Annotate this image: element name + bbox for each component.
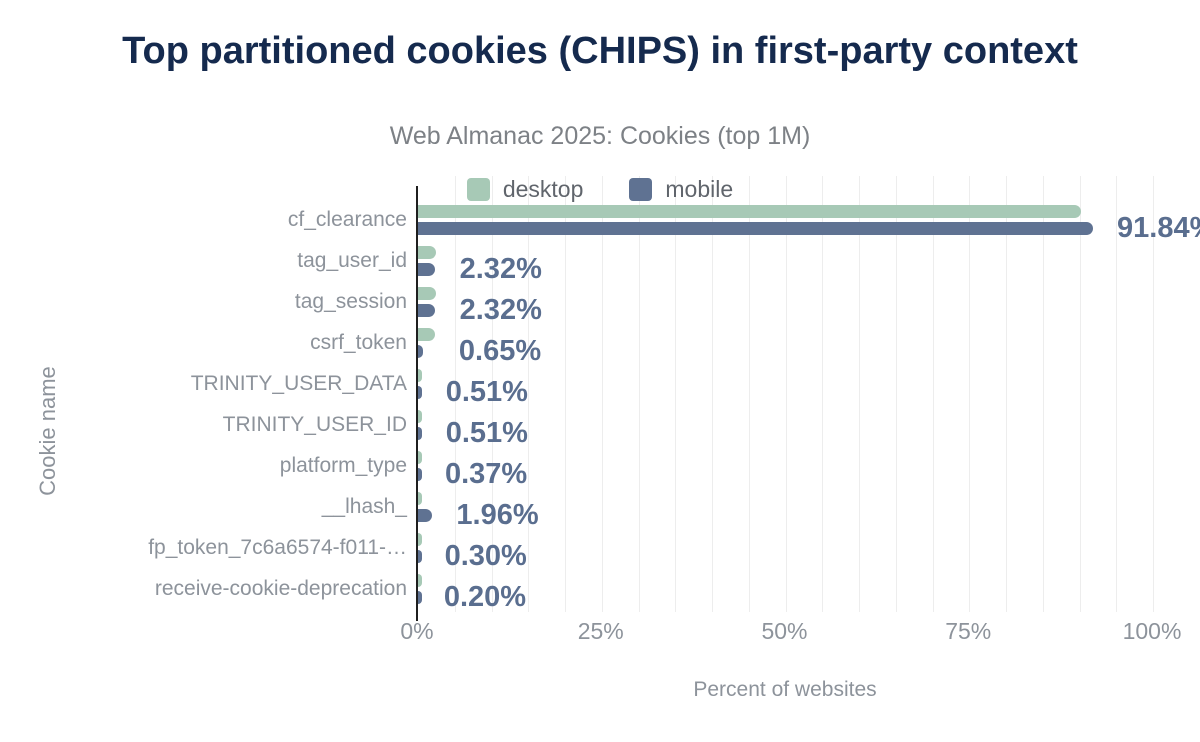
bar-value-label: 0.30% xyxy=(444,539,527,572)
gridline xyxy=(1153,176,1154,612)
gridline xyxy=(528,176,530,612)
gridline xyxy=(785,176,787,612)
gridline xyxy=(932,176,934,612)
gridline xyxy=(675,176,677,612)
bar-value-label: 0.51% xyxy=(445,375,528,408)
y-tick-label: receive-cookie-deprecation xyxy=(154,577,407,600)
legend-item-desktop: desktop xyxy=(466,176,584,203)
bar-desktop xyxy=(418,573,422,587)
y-tick-label: fp_token_7c6a6574-f011-… xyxy=(148,536,407,559)
y-tick-label: csrf_token xyxy=(310,331,407,354)
x-tick-label: 100% xyxy=(1122,618,1182,644)
legend-label-desktop: desktop xyxy=(502,176,584,202)
gridline xyxy=(1079,176,1081,612)
gridline xyxy=(601,176,603,612)
bar-desktop xyxy=(418,368,422,382)
x-tick-label: 75% xyxy=(945,618,992,644)
bar-desktop xyxy=(418,204,1081,218)
bar-value-label: 0.20% xyxy=(443,580,527,613)
y-axis-line xyxy=(416,186,418,612)
bar-mobile xyxy=(418,426,422,440)
bar-value-label: 2.32% xyxy=(459,293,542,326)
gridline xyxy=(454,176,456,612)
bar-desktop xyxy=(418,245,436,259)
bar-value-label: 1.96% xyxy=(456,498,539,531)
bar-desktop xyxy=(418,532,422,546)
gridline xyxy=(748,176,750,612)
legend-item-mobile: mobile xyxy=(629,176,733,203)
y-tick-label: cf_clearance xyxy=(287,208,407,231)
bar-mobile xyxy=(418,508,433,522)
bar-desktop xyxy=(418,327,435,341)
x-tick-label: 0% xyxy=(400,618,434,644)
chart-subtitle: Web Almanac 2025: Cookies (top 1M) xyxy=(389,122,811,150)
gridline xyxy=(491,176,493,612)
legend-label-mobile: mobile xyxy=(665,176,734,202)
gridline xyxy=(969,176,971,612)
gridline xyxy=(1116,176,1118,612)
bar-desktop xyxy=(418,491,422,505)
bar-mobile xyxy=(418,590,422,604)
bar-mobile xyxy=(418,467,422,481)
bar-mobile xyxy=(418,385,422,399)
gridline xyxy=(859,176,860,612)
y-tick-label: TRINITY_USER_DATA xyxy=(190,372,407,395)
bar-mobile xyxy=(418,303,436,317)
gridline xyxy=(822,176,824,612)
gridline xyxy=(1006,176,1007,612)
y-tick-label: TRINITY_USER_ID xyxy=(222,413,407,436)
desktop-swatch-icon xyxy=(466,178,490,201)
gridline xyxy=(895,176,897,612)
x-axis-title: Percent of websites xyxy=(693,678,877,701)
bar-desktop xyxy=(418,450,422,464)
x-tick-label: 25% xyxy=(577,618,624,644)
chart-title: Top partitioned cookies (CHIPS) in first… xyxy=(122,30,1078,72)
bar-mobile xyxy=(418,221,1094,235)
x-tick-label: 50% xyxy=(761,618,808,644)
gridline xyxy=(638,176,640,612)
bar-value-label: 0.65% xyxy=(458,334,542,367)
bar-value-label: 0.51% xyxy=(445,416,528,449)
y-tick-label: tag_user_id xyxy=(297,249,407,272)
legend: desktop mobile xyxy=(0,176,1200,203)
y-axis-title: Cookie name xyxy=(35,366,60,496)
x-axis-zero-tick xyxy=(416,612,418,621)
bar-desktop xyxy=(418,286,436,300)
bar-mobile xyxy=(418,344,423,358)
y-tick-label: tag_session xyxy=(294,290,407,313)
bar-value-label: 0.37% xyxy=(444,457,528,490)
gridline xyxy=(712,176,713,612)
bar-value-label: 91.84% xyxy=(1117,211,1200,244)
gridline xyxy=(1042,176,1044,612)
bar-desktop xyxy=(418,409,422,423)
y-tick-label: __lhash_ xyxy=(321,495,407,518)
y-tick-label: platform_type xyxy=(279,454,407,477)
gridline xyxy=(565,176,566,612)
bar-mobile xyxy=(418,549,422,563)
mobile-swatch-icon xyxy=(629,178,653,201)
bar-mobile xyxy=(418,262,436,276)
bar-value-label: 2.32% xyxy=(459,252,542,285)
